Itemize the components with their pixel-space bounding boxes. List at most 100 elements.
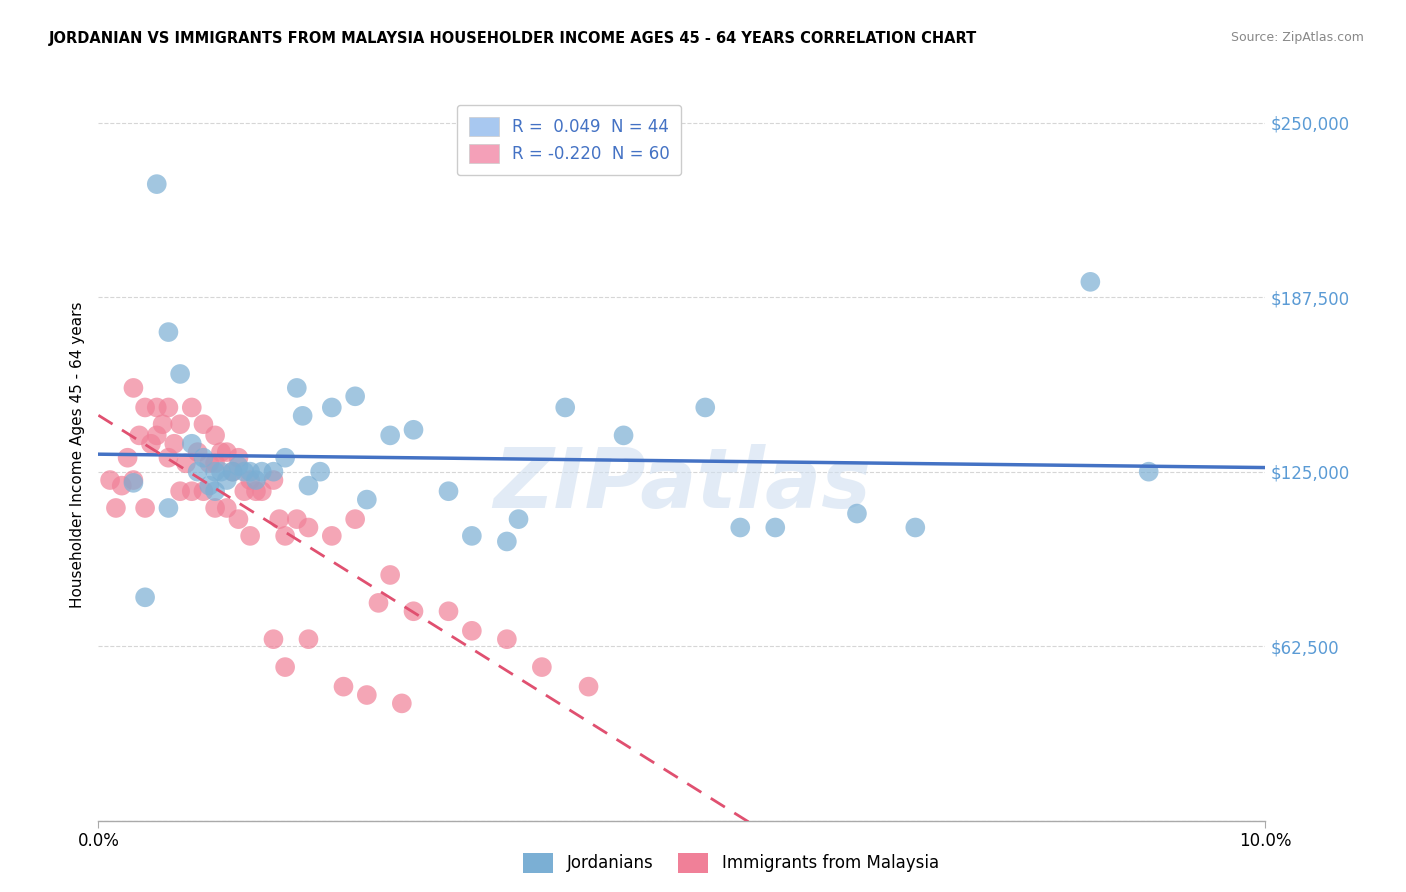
Point bbox=[402, 604, 425, 618]
Point bbox=[263, 632, 285, 647]
Point bbox=[380, 568, 402, 582]
Point bbox=[128, 428, 150, 442]
Point bbox=[578, 680, 600, 694]
Point bbox=[380, 428, 402, 442]
Point bbox=[321, 401, 343, 415]
Point bbox=[134, 500, 156, 515]
Text: ZIPatlas: ZIPatlas bbox=[494, 443, 870, 524]
Point bbox=[198, 456, 221, 470]
Point bbox=[437, 484, 460, 499]
Point bbox=[356, 492, 378, 507]
Point bbox=[204, 484, 226, 499]
Point bbox=[239, 529, 262, 543]
Point bbox=[228, 512, 250, 526]
Point bbox=[613, 428, 636, 442]
Point bbox=[198, 478, 221, 492]
Point bbox=[250, 465, 273, 479]
Point bbox=[263, 473, 285, 487]
Point bbox=[228, 450, 250, 465]
Point bbox=[321, 529, 343, 543]
Point bbox=[356, 688, 378, 702]
Point bbox=[228, 459, 250, 474]
Point bbox=[157, 401, 180, 415]
Point bbox=[496, 632, 519, 647]
Point bbox=[122, 475, 145, 490]
Point bbox=[233, 465, 256, 479]
Point bbox=[763, 520, 786, 534]
Point bbox=[146, 401, 169, 415]
Point bbox=[98, 473, 121, 487]
Point bbox=[297, 632, 319, 647]
Point bbox=[274, 450, 297, 465]
Point bbox=[285, 381, 308, 395]
Point bbox=[169, 367, 191, 381]
Point bbox=[297, 478, 319, 492]
Point bbox=[530, 660, 553, 674]
Point bbox=[496, 534, 519, 549]
Point bbox=[204, 428, 226, 442]
Text: Source: ZipAtlas.com: Source: ZipAtlas.com bbox=[1230, 31, 1364, 45]
Point bbox=[904, 520, 927, 534]
Point bbox=[134, 401, 156, 415]
Point bbox=[250, 484, 273, 499]
Point bbox=[134, 591, 156, 605]
Point bbox=[239, 465, 262, 479]
Point bbox=[367, 596, 389, 610]
Point bbox=[461, 624, 484, 638]
Legend: Jordanians, Immigrants from Malaysia: Jordanians, Immigrants from Malaysia bbox=[516, 847, 946, 880]
Point bbox=[508, 512, 530, 526]
Point bbox=[193, 450, 215, 465]
Point bbox=[209, 465, 232, 479]
Point bbox=[169, 417, 191, 432]
Point bbox=[239, 473, 262, 487]
Point bbox=[1080, 275, 1102, 289]
Point bbox=[187, 445, 209, 459]
Point bbox=[209, 445, 232, 459]
Point bbox=[204, 500, 226, 515]
Point bbox=[169, 484, 191, 499]
Y-axis label: Householder Income Ages 45 - 64 years: Householder Income Ages 45 - 64 years bbox=[69, 301, 84, 608]
Point bbox=[221, 465, 243, 479]
Point bbox=[122, 381, 145, 395]
Point bbox=[193, 484, 215, 499]
Point bbox=[163, 436, 186, 450]
Point bbox=[1137, 465, 1160, 479]
Point bbox=[152, 417, 174, 432]
Point bbox=[291, 409, 314, 423]
Point bbox=[221, 465, 243, 479]
Point bbox=[309, 465, 332, 479]
Point bbox=[104, 500, 127, 515]
Point bbox=[263, 465, 285, 479]
Point bbox=[157, 500, 180, 515]
Point bbox=[344, 512, 367, 526]
Point bbox=[180, 401, 202, 415]
Point bbox=[554, 401, 576, 415]
Point bbox=[174, 456, 197, 470]
Point bbox=[245, 473, 267, 487]
Point bbox=[245, 484, 267, 499]
Legend: R =  0.049  N = 44, R = -0.220  N = 60: R = 0.049 N = 44, R = -0.220 N = 60 bbox=[457, 105, 682, 175]
Point bbox=[730, 520, 752, 534]
Point bbox=[297, 520, 319, 534]
Point bbox=[122, 473, 145, 487]
Point bbox=[146, 177, 169, 191]
Point bbox=[215, 473, 238, 487]
Point bbox=[285, 512, 308, 526]
Point bbox=[344, 389, 367, 403]
Point bbox=[204, 456, 226, 470]
Point bbox=[215, 445, 238, 459]
Point bbox=[215, 500, 238, 515]
Point bbox=[204, 465, 226, 479]
Point bbox=[187, 465, 209, 479]
Point bbox=[233, 484, 256, 499]
Point bbox=[269, 512, 291, 526]
Point bbox=[402, 423, 425, 437]
Point bbox=[695, 401, 717, 415]
Point bbox=[146, 428, 169, 442]
Point bbox=[180, 484, 202, 499]
Point bbox=[180, 436, 202, 450]
Point bbox=[274, 529, 297, 543]
Text: JORDANIAN VS IMMIGRANTS FROM MALAYSIA HOUSEHOLDER INCOME AGES 45 - 64 YEARS CORR: JORDANIAN VS IMMIGRANTS FROM MALAYSIA HO… bbox=[49, 31, 977, 46]
Point bbox=[391, 697, 413, 711]
Point bbox=[437, 604, 460, 618]
